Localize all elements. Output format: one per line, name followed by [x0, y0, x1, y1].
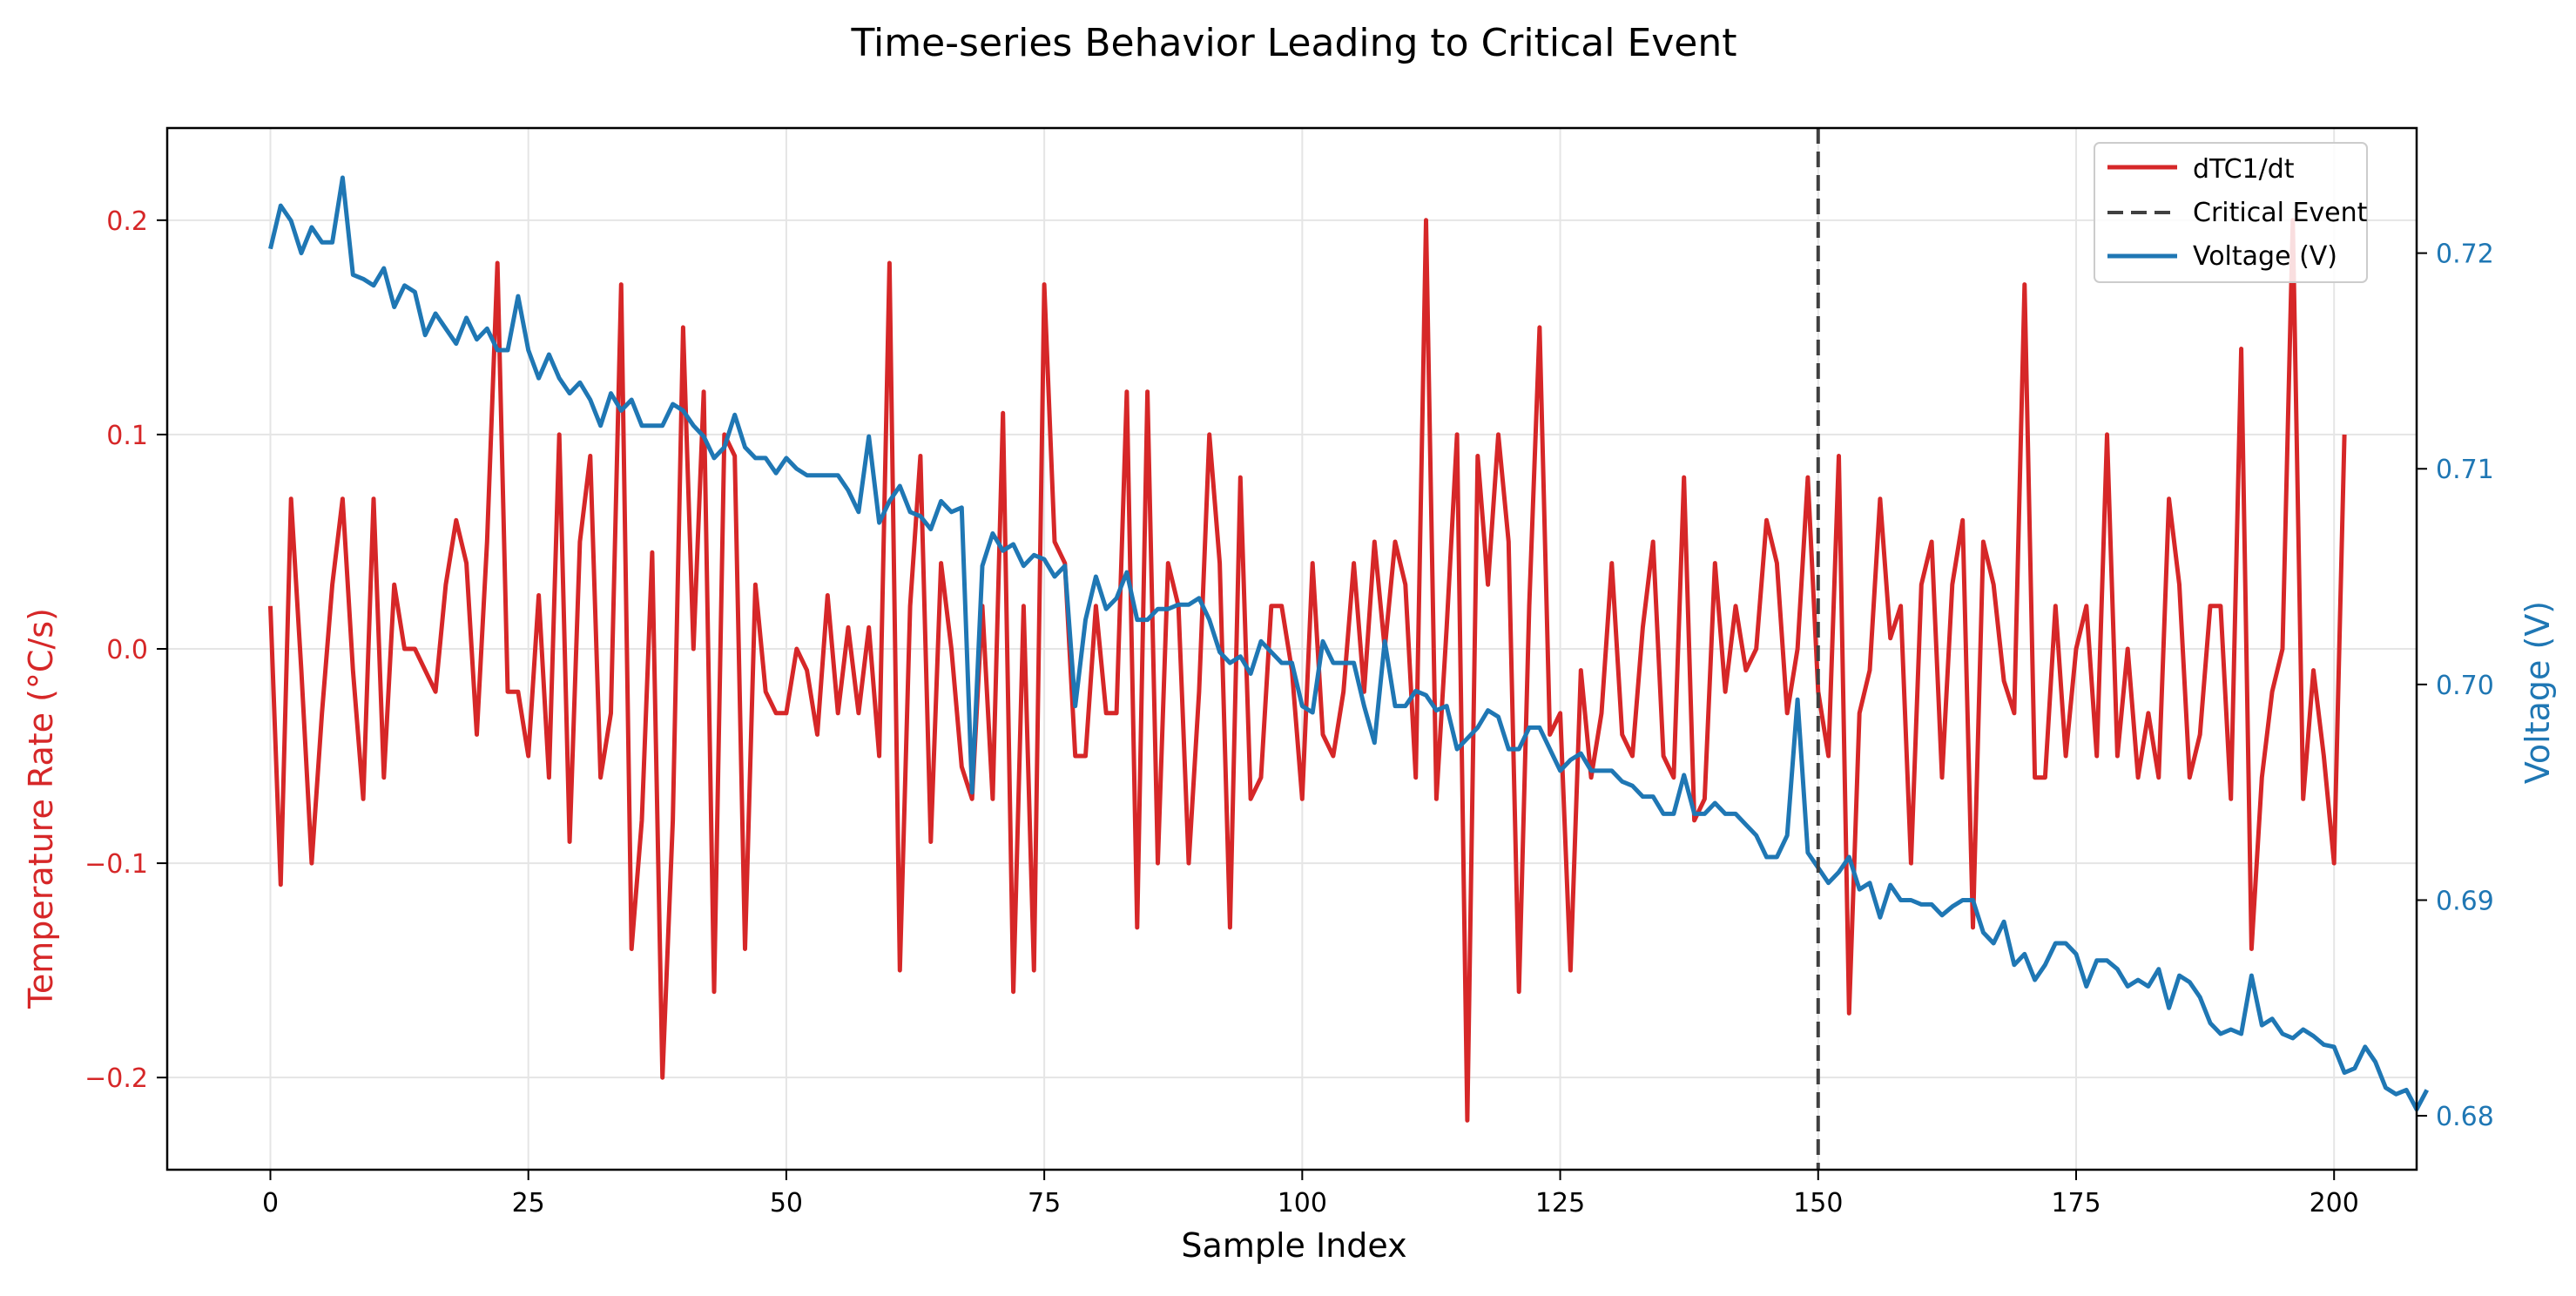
legend-label: Voltage (V)	[2193, 241, 2337, 272]
y-left-tick-label: −0.1	[84, 849, 148, 880]
y-left-tick-label: −0.2	[84, 1063, 148, 1094]
legend-box	[2094, 142, 2368, 283]
y-left-axis-label: Temperature Rate (°C/s)	[22, 608, 60, 1009]
x-axis-ticks: 0 25 50 75 100 125 150 175 200	[262, 1170, 2359, 1218]
temperature-rate-line	[268, 218, 2347, 1123]
y-right-tick-label: 0.70	[2436, 671, 2494, 701]
y-right-tick-label: 0.71	[2436, 455, 2494, 485]
x-tick-label: 50	[770, 1188, 803, 1218]
legend: dTC1/dt Critical Event Voltage (V)	[2094, 142, 2368, 283]
legend-label: dTC1/dt	[2193, 154, 2295, 185]
y-right-axis-label: Voltage (V)	[2519, 601, 2557, 784]
y-left-tick-label: 0.0	[106, 635, 148, 665]
x-tick-label: 150	[1793, 1188, 1843, 1218]
x-tick-label: 25	[512, 1188, 545, 1218]
x-tick-label: 125	[1535, 1188, 1585, 1218]
x-axis-label: Sample Index	[1181, 1226, 1406, 1265]
x-tick-label: 0	[262, 1188, 279, 1218]
y-right-tick-label: 0.69	[2436, 886, 2494, 916]
legend-entry: Critical Event	[2107, 198, 2368, 228]
y-right-tick-label: 0.68	[2436, 1102, 2494, 1132]
legend-entry: dTC1/dt	[2107, 154, 2295, 185]
y-right-axis-ticks: 0.68 0.69 0.70 0.71 0.72	[2417, 240, 2494, 1132]
x-tick-label: 75	[1028, 1188, 1061, 1218]
y-left-tick-label: 0.1	[106, 421, 148, 451]
voltage-series	[268, 175, 2430, 1112]
y-left-tick-label: 0.2	[106, 206, 148, 237]
chart-title: Time-series Behavior Leading to Critical…	[850, 21, 1736, 65]
y-right-tick-label: 0.72	[2436, 240, 2494, 270]
x-tick-label: 200	[2310, 1188, 2359, 1218]
x-tick-label: 175	[2051, 1188, 2101, 1218]
voltage-line	[268, 175, 2430, 1112]
temperature-rate-series	[268, 218, 2347, 1123]
x-tick-label: 100	[1278, 1188, 1327, 1218]
legend-entry: Voltage (V)	[2107, 241, 2337, 272]
legend-label: Critical Event	[2193, 198, 2368, 228]
y-left-axis-ticks: −0.2 −0.1 0.0 0.1 0.2	[84, 206, 167, 1094]
